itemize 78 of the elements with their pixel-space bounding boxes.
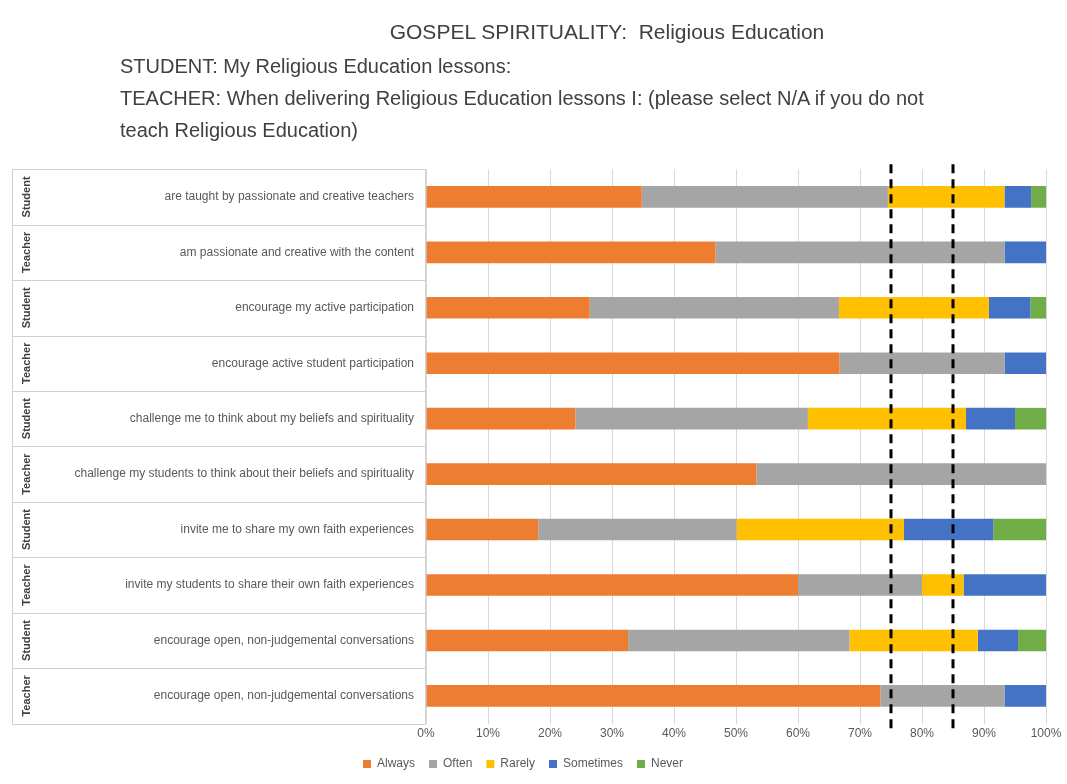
y-tick-label: am passionate and creative with the content [179, 244, 415, 259]
bar [1004, 352, 1046, 375]
bar [641, 186, 888, 208]
legend-label: Rarely [500, 756, 536, 771]
bar [988, 296, 1031, 319]
chart-subtitle: STUDENT: My Religious Education lessons: TEACHER: When delivering Religious Education lessons I: (please select N/A if you do not teach Religious Education) [120, 54, 925, 143]
bar [426, 407, 576, 430]
x-tick-label: 100% [1030, 726, 1062, 741]
bar [922, 574, 964, 596]
x-tick-label: 60% [785, 726, 811, 741]
y-tick-label: challenge me to think about my beliefs and spirituality [129, 410, 414, 425]
text: Teacher [20, 452, 33, 495]
legend-label: Sometimes [563, 756, 624, 771]
x-tick-label: 50% [723, 726, 749, 741]
text: Teacher [20, 230, 33, 274]
bar [993, 518, 1046, 541]
y-tick-label: invite my students to share their own faith experiences [125, 577, 414, 592]
x-tick-label: 30% [599, 726, 625, 741]
text: Student [20, 397, 33, 440]
bar [589, 296, 839, 319]
x-tick-label: 0% [417, 726, 435, 741]
bar [904, 518, 994, 541]
bar [426, 186, 642, 208]
bar [628, 629, 850, 652]
bar [426, 296, 590, 319]
text: Student [20, 619, 33, 661]
text: Teacher [20, 341, 33, 384]
y-tick-label: encourage open, non-judgemental conversations [153, 632, 414, 647]
x-tick-label: 90% [971, 726, 997, 741]
bar [807, 407, 967, 430]
bar [1004, 241, 1046, 264]
bar [1004, 685, 1046, 707]
bar [966, 407, 1015, 430]
y-tick-label: challenge my students to think about their beliefs and spirituality [74, 466, 414, 481]
text: Student [20, 508, 33, 551]
bar [426, 685, 881, 707]
text: Teacher [20, 563, 33, 606]
bar [426, 629, 629, 652]
x-tick-label: 70% [847, 726, 873, 741]
bar [838, 296, 989, 319]
y-tick-label: are taught by passionate and creative teachers [164, 189, 414, 204]
bar [538, 518, 737, 541]
bar [977, 629, 1019, 652]
x-tick-label: 10% [475, 726, 501, 741]
y-tick-label: invite me to share my own faith experiences [180, 521, 414, 536]
text: Student [20, 176, 33, 218]
bar [736, 518, 905, 541]
bar [839, 352, 1005, 375]
bar [1031, 186, 1046, 208]
bar [1015, 407, 1046, 430]
legend-label: Always [376, 756, 415, 771]
bar [798, 574, 922, 596]
x-tick-label: 20% [537, 726, 563, 741]
bar [849, 629, 978, 652]
bar [963, 574, 1046, 596]
text: Student [20, 287, 33, 329]
x-tick-label: 80% [909, 726, 935, 741]
bar [1018, 629, 1046, 652]
bar [1030, 296, 1046, 319]
y-tick-label: encourage open, non-judgemental conversations [153, 688, 414, 703]
bar [715, 241, 1005, 264]
bar [887, 186, 1005, 208]
bar [426, 352, 840, 375]
bar [880, 685, 1005, 707]
y-tick-label: encourage my active participation [235, 300, 414, 315]
bar [426, 463, 757, 485]
bar [426, 241, 716, 264]
bar [756, 463, 1046, 485]
y-tick-label: encourage active student participation [211, 355, 414, 370]
text: Teacher [20, 674, 33, 717]
legend-label: Often [442, 756, 473, 771]
chart-title: GOSPEL SPIRITUALITY: Religious Education [388, 20, 826, 44]
bar [1004, 186, 1032, 208]
bar [426, 574, 798, 596]
legend-label: Never [651, 756, 684, 771]
x-tick-label: 40% [661, 726, 687, 741]
bar [426, 518, 539, 541]
bar [575, 407, 808, 430]
